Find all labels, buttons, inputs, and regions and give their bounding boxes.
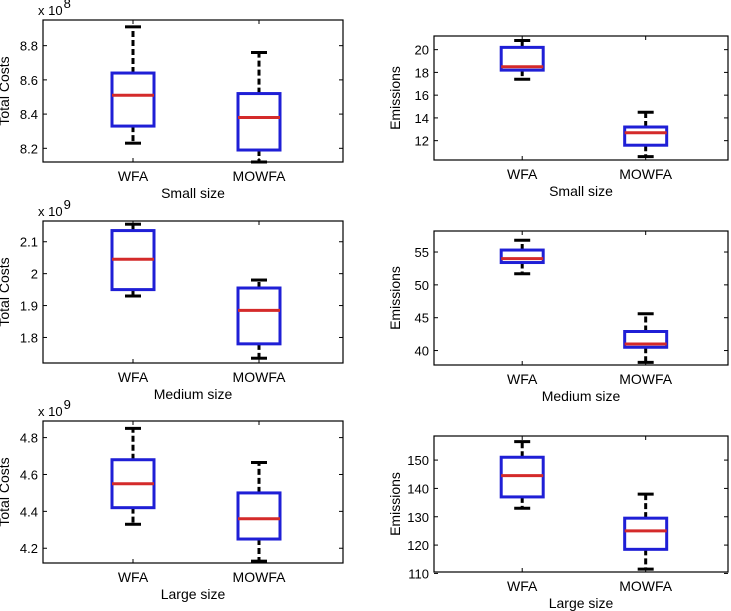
axes-frame xyxy=(42,19,344,163)
chart-panel-1: 8.2 8.4 8.6 8.8 WFA MOWFA Small size Total Cost… xyxy=(0,0,344,201)
y-multiplier: x 10 xyxy=(38,204,63,219)
axes-frame xyxy=(42,420,344,564)
y-tick-label: 2 xyxy=(31,267,38,282)
y-tick-label: 20 xyxy=(415,43,429,58)
y-tick-label: 120 xyxy=(407,538,429,553)
y-tick-label: 8.6 xyxy=(20,73,38,88)
y-multiplier-exponent: 9 xyxy=(64,197,71,212)
y-multiplier-exponent: 9 xyxy=(64,397,71,412)
x-axis-label: Small size xyxy=(161,185,225,201)
y-multiplier: x 10 xyxy=(38,3,63,18)
y-axis-label: Total Costs xyxy=(0,457,12,526)
x-category-label: WFA xyxy=(118,168,149,184)
iqr-box xyxy=(236,286,282,346)
x-axis-label: Large size xyxy=(549,595,614,611)
x-axis-label: Medium size xyxy=(154,386,233,402)
y-axis-label: Emissions xyxy=(387,66,403,130)
axes-frame xyxy=(42,220,344,364)
y-multiplier-exponent: 8 xyxy=(64,0,71,11)
y-axis-label: Total Costs xyxy=(0,257,12,326)
y-tick-label: 8.2 xyxy=(20,141,38,156)
chart-panel-2: 12 14 16 18 20 WFA MOWFA Small size Emissions xyxy=(387,35,729,199)
y-axis-label: Emissions xyxy=(387,472,403,536)
box-mowfa xyxy=(623,110,669,159)
y-tick-label: 4.6 xyxy=(20,467,38,482)
box-wfa xyxy=(110,25,156,145)
y-tick-label: 18 xyxy=(415,65,429,80)
box-mowfa xyxy=(236,460,282,563)
iqr-box xyxy=(110,71,156,128)
axes-frame xyxy=(433,435,729,573)
x-category-label: WFA xyxy=(118,569,149,585)
y-tick-label: 45 xyxy=(415,311,429,326)
iqr-box xyxy=(499,45,545,72)
box-mowfa xyxy=(236,51,282,164)
x-category-label: MOWFA xyxy=(619,578,673,594)
iqr-box xyxy=(236,92,282,152)
chart-panel-6: 110 120 130 140 150 WFA MOWFA Large size Emissio… xyxy=(387,435,729,611)
y-tick-label: 14 xyxy=(415,111,429,126)
y-tick-label: 55 xyxy=(415,245,429,260)
y-tick-label: 140 xyxy=(407,481,429,496)
box-wfa xyxy=(499,39,545,81)
box-wfa xyxy=(110,222,156,298)
y-tick-label: 1.8 xyxy=(20,330,38,345)
x-category-label: MOWFA xyxy=(619,166,673,182)
y-multiplier: x 10 xyxy=(38,404,63,419)
y-tick-label: 110 xyxy=(408,566,429,581)
box-wfa xyxy=(499,440,545,510)
y-tick-label: 50 xyxy=(415,278,429,293)
y-tick-label: 4.4 xyxy=(20,504,38,519)
x-category-label: WFA xyxy=(507,578,538,594)
x-axis-label: Large size xyxy=(161,586,226,602)
y-tick-label: 130 xyxy=(407,510,429,525)
y-tick-label: 40 xyxy=(415,344,429,359)
x-category-label: MOWFA xyxy=(619,371,673,387)
box-wfa xyxy=(110,426,156,526)
x-category-label: WFA xyxy=(507,166,538,182)
y-tick-label: 2.1 xyxy=(20,235,38,250)
x-category-label: WFA xyxy=(507,371,538,387)
y-axis-label: Total Costs xyxy=(0,56,12,125)
box-wfa xyxy=(499,238,545,276)
x-category-label: MOWFA xyxy=(233,168,287,184)
y-tick-label: 8.8 xyxy=(20,39,38,54)
y-tick-label: 4.2 xyxy=(20,541,38,556)
y-tick-label: 1.9 xyxy=(20,299,38,314)
chart-panel-5: 4.2 4.4 4.6 4.8 WFA MOWFA Large size Total Cost… xyxy=(0,397,344,602)
x-axis-label: Medium size xyxy=(542,388,621,404)
y-axis-label: Emissions xyxy=(387,266,403,330)
axes-frame xyxy=(433,230,729,366)
y-tick-label: 4.8 xyxy=(20,431,38,446)
iqr-box xyxy=(623,516,669,551)
box-mowfa xyxy=(623,312,669,364)
box-mowfa xyxy=(236,278,282,360)
x-category-label: MOWFA xyxy=(233,569,287,585)
iqr-box xyxy=(499,248,545,265)
y-tick-label: 16 xyxy=(415,88,429,103)
x-category-label: WFA xyxy=(118,369,149,385)
box-mowfa xyxy=(623,492,669,571)
iqr-box xyxy=(236,491,282,541)
y-tick-label: 8.4 xyxy=(20,107,38,122)
x-category-label: MOWFA xyxy=(233,369,287,385)
iqr-box xyxy=(623,125,669,147)
y-tick-label: 12 xyxy=(415,134,429,149)
y-tick-label: 150 xyxy=(407,453,429,468)
x-axis-label: Small size xyxy=(549,183,613,199)
axes-frame xyxy=(433,35,729,161)
